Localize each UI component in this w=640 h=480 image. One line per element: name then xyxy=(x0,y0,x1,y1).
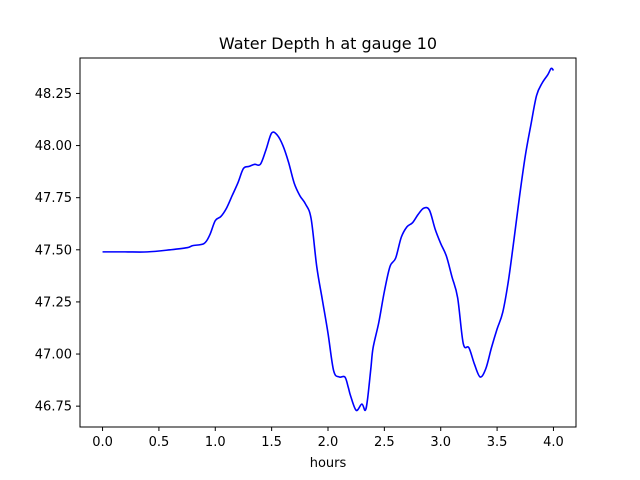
x-tick-label: 1.5 xyxy=(261,435,282,450)
x-tick-label: 2.5 xyxy=(374,435,395,450)
x-tick-label: 3.5 xyxy=(487,435,508,450)
plot-area-frame xyxy=(79,57,577,428)
x-tick-label: 4.0 xyxy=(543,435,564,450)
x-tick-label: 2.0 xyxy=(318,435,339,450)
y-tick-label: 47.50 xyxy=(35,243,72,258)
y-tick-label: 47.00 xyxy=(35,348,72,363)
x-axis-label: hours xyxy=(310,456,347,471)
y-tick-label: 47.75 xyxy=(35,191,72,206)
x-axis: 0.0 0.5 1.0 1.5 2.0 2.5 3.0 3.5 4.0 xyxy=(92,427,564,450)
y-axis: 46.75 47.00 47.25 47.50 47.75 48.00 48.25 xyxy=(35,87,80,415)
series-line xyxy=(102,67,555,412)
x-tick-label: 0.5 xyxy=(149,435,170,450)
y-tick-label: 48.00 xyxy=(35,139,72,154)
chart-title: Water Depth h at gauge 10 xyxy=(219,34,437,53)
data-layer xyxy=(102,67,555,412)
x-tick-label: 3.0 xyxy=(430,435,451,450)
y-tick-label: 47.25 xyxy=(35,295,72,310)
y-tick-label: 48.25 xyxy=(35,87,72,102)
y-tick-label: 46.75 xyxy=(35,400,72,415)
x-tick-label: 0.0 xyxy=(92,435,113,450)
x-tick-label: 1.0 xyxy=(205,435,226,450)
